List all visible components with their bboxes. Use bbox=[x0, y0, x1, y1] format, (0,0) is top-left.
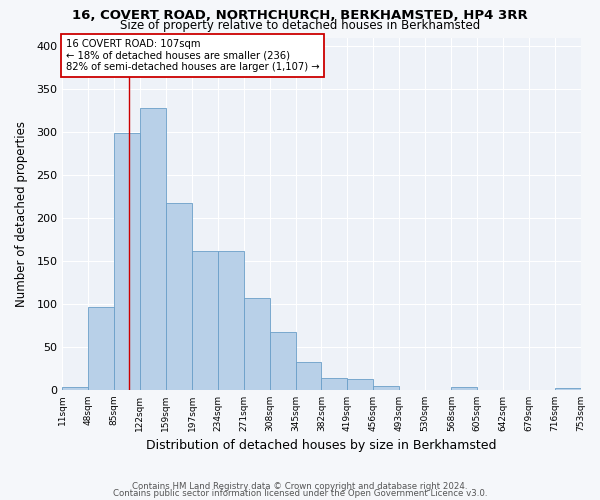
Bar bbox=[347, 379, 373, 390]
Text: Size of property relative to detached houses in Berkhamsted: Size of property relative to detached ho… bbox=[120, 18, 480, 32]
Bar bbox=[244, 298, 270, 390]
X-axis label: Distribution of detached houses by size in Berkhamsted: Distribution of detached houses by size … bbox=[146, 440, 497, 452]
Text: 16 COVERT ROAD: 107sqm
← 18% of detached houses are smaller (236)
82% of semi-de: 16 COVERT ROAD: 107sqm ← 18% of detached… bbox=[66, 39, 319, 72]
Bar bbox=[140, 108, 166, 390]
Bar bbox=[322, 378, 347, 390]
Bar bbox=[296, 362, 322, 390]
Bar bbox=[88, 306, 114, 390]
Bar bbox=[554, 388, 581, 390]
Bar bbox=[270, 332, 296, 390]
Bar bbox=[218, 250, 244, 390]
Y-axis label: Number of detached properties: Number of detached properties bbox=[15, 120, 28, 306]
Text: 16, COVERT ROAD, NORTHCHURCH, BERKHAMSTED, HP4 3RR: 16, COVERT ROAD, NORTHCHURCH, BERKHAMSTE… bbox=[72, 9, 528, 22]
Bar bbox=[114, 133, 140, 390]
Bar bbox=[192, 250, 218, 390]
Bar bbox=[373, 386, 399, 390]
Text: Contains public sector information licensed under the Open Government Licence v3: Contains public sector information licen… bbox=[113, 489, 487, 498]
Text: Contains HM Land Registry data © Crown copyright and database right 2024.: Contains HM Land Registry data © Crown c… bbox=[132, 482, 468, 491]
Bar bbox=[62, 388, 88, 390]
Bar bbox=[166, 202, 192, 390]
Bar bbox=[451, 388, 477, 390]
